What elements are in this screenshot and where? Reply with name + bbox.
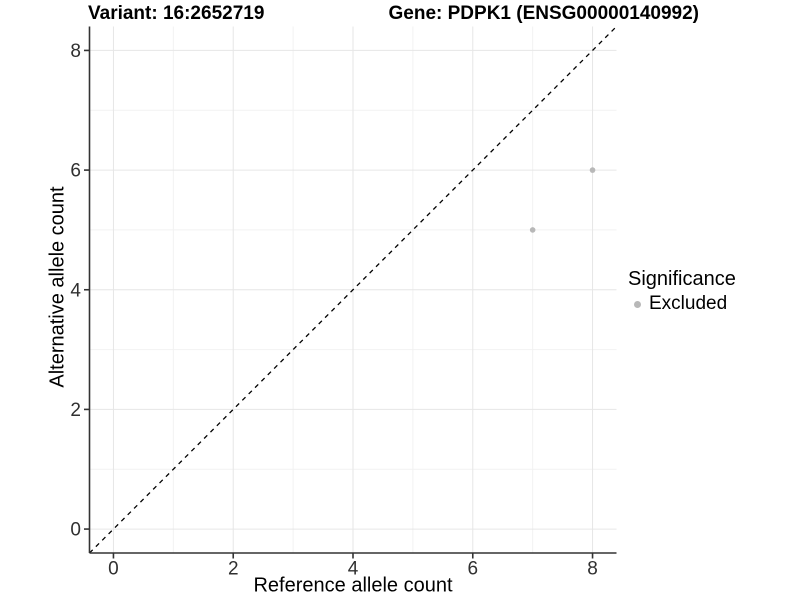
x-axis-tick-label: 6 [467,559,478,580]
data-point [529,227,536,233]
y-axis-title: Alternative allele count [46,186,69,388]
y-axis-tick-label: 2 [70,400,81,421]
y-axis-tick-label: 8 [70,41,81,62]
legend: Significance Excluded [628,268,736,315]
y-axis-tick-label: 6 [70,161,81,182]
variant-title: Variant: 16:2652719 [88,3,265,24]
y-axis-tick-label: 4 [70,280,81,301]
y-axis-tick-label: 0 [70,520,81,541]
data-point [589,167,596,173]
legend-item-label: Excluded [649,293,728,314]
identity-dashed-line [89,26,617,554]
legend-items: Excluded [628,293,736,315]
x-axis-tick-label: 2 [228,559,239,580]
x-axis-tick-label: 8 [587,559,598,580]
x-axis-tick-label: 0 [108,559,119,580]
gene-title: Gene: PDPK1 (ENSG00000140992) [388,3,700,24]
legend-point-icon [634,300,641,308]
x-axis-tick-label: 4 [348,559,359,580]
legend-title: Significance [628,268,736,290]
x-axis-title: Reference allele count [253,574,453,597]
legend-item: Excluded [628,293,736,315]
